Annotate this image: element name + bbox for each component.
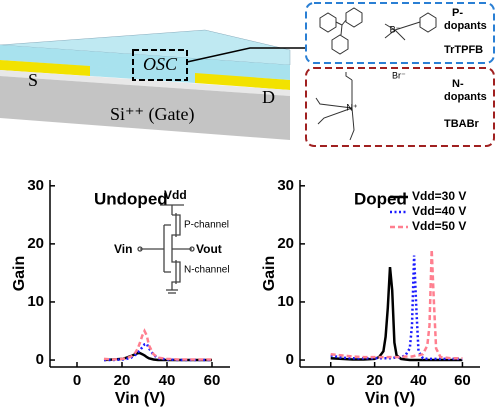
legend-label: Vdd=30 V	[412, 189, 466, 203]
inset-label: Vdd	[164, 188, 187, 202]
x-axis-label: Vin (V)	[365, 390, 415, 407]
y-tick-label: 20	[277, 235, 294, 252]
gate-label: Si⁺⁺ (Gate)	[110, 104, 194, 125]
chart-title: Doped	[354, 189, 407, 208]
osc-top	[0, 29, 291, 66]
legend-label: Vdd=40 V	[412, 204, 466, 218]
inset-label: N-channel	[184, 265, 230, 276]
inset-label: Vout	[196, 242, 222, 256]
x-tick-label: 60	[204, 372, 221, 389]
y-tick-label: 30	[277, 177, 294, 194]
y-tick-label: 0	[36, 351, 44, 368]
gate-substrate	[0, 76, 290, 140]
pointer-line	[186, 47, 305, 63]
drain-label: D	[262, 87, 275, 107]
x-tick-label: 20	[114, 372, 131, 389]
osc-highlight	[132, 49, 188, 81]
legend-label: Vdd=50 V	[412, 219, 466, 233]
dopant-panel: N⁺ B⁻ P- dopants TrTPFB Br⁻ N- dopants T…	[305, 2, 495, 147]
series-line	[330, 249, 463, 360]
x-tick-label: 0	[327, 372, 335, 389]
y-tick-label: 0	[286, 351, 294, 368]
series-line	[330, 266, 463, 362]
y-tick-label: 30	[27, 177, 44, 194]
x-tick-label: 20	[366, 372, 383, 389]
inset-label: Vin	[114, 242, 132, 256]
n-dopant-box	[305, 67, 495, 147]
n-dopant-name: TBABr	[444, 118, 480, 130]
series-line	[330, 255, 463, 361]
drain-electrode	[195, 73, 290, 90]
dielectric	[0, 70, 290, 96]
n-dopant-label: N-	[452, 78, 464, 90]
source-electrode	[0, 60, 90, 76]
counter-ion: Br⁻	[392, 70, 406, 80]
p-dopant-label: P-	[452, 7, 463, 19]
source-label: S	[28, 70, 38, 90]
series-line	[104, 342, 212, 362]
series-line	[103, 328, 212, 361]
inverter-inset	[137, 204, 195, 294]
x-axis-label: Vin (V)	[115, 390, 165, 407]
p-dopant-structure	[319, 7, 437, 55]
osc-label: OSC	[143, 54, 178, 74]
osc-layer	[0, 45, 290, 80]
x-tick-label: 40	[410, 372, 427, 389]
inset-label: P-channel	[184, 220, 229, 231]
b-atom: B⁻	[390, 24, 401, 34]
y-axis-label: Gain	[261, 256, 278, 292]
x-tick-label: 0	[73, 372, 81, 389]
y-tick-label: 10	[27, 293, 44, 310]
x-tick-label: 60	[454, 372, 471, 389]
device-schematic: S OSC D Si⁺⁺ (Gate)	[0, 29, 305, 140]
y-axis-label: Gain	[11, 256, 28, 292]
channel	[90, 66, 195, 83]
p-dopant-label: dopants	[444, 20, 487, 32]
y-tick-label: 10	[277, 293, 294, 310]
x-tick-label: 40	[159, 372, 176, 389]
n-dopant-label: dopants	[444, 91, 487, 103]
chart-title: Undoped	[94, 189, 168, 208]
y-tick-label: 20	[27, 235, 44, 252]
p-dopant-name: TrTPFB	[444, 44, 483, 56]
n-dopant-structure	[315, 72, 355, 141]
n-atom: N⁺	[346, 102, 357, 112]
